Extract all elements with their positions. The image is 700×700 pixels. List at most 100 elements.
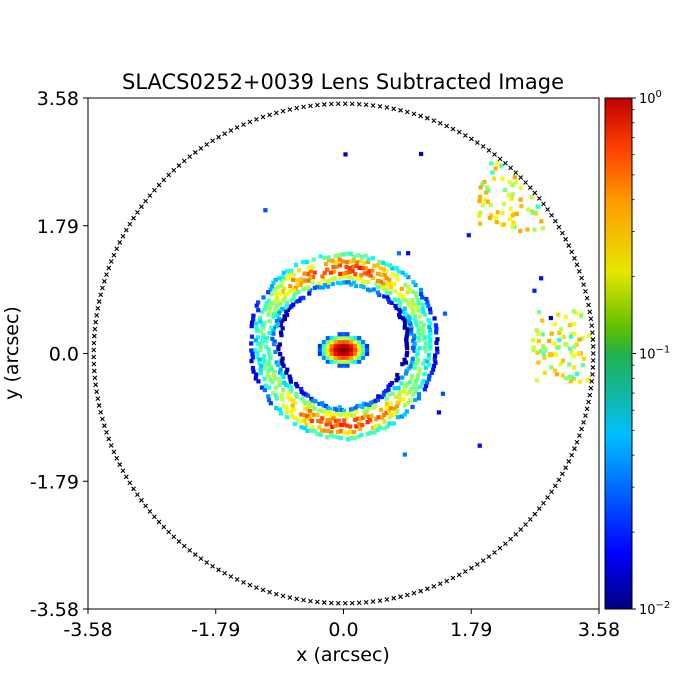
ring-pixel — [307, 404, 312, 410]
ring-pixel — [399, 414, 404, 419]
residual-pixel — [510, 213, 515, 218]
ring-pixel — [365, 272, 370, 277]
ring-pixel — [433, 360, 438, 365]
ring-pixel — [321, 277, 326, 282]
ring-pixel — [408, 328, 414, 334]
mask-marker — [503, 160, 508, 166]
core-pixel — [329, 336, 334, 341]
ring-pixel — [348, 424, 353, 429]
ring-pixel — [310, 403, 316, 408]
ring-pixel — [399, 286, 404, 291]
ring-pixel — [422, 372, 427, 377]
residual-pixel — [567, 346, 573, 351]
residual-pixel — [542, 355, 547, 360]
core-pixel — [341, 359, 346, 364]
ring-pixel — [312, 406, 317, 411]
ring-pixel — [315, 412, 320, 418]
ring-pixel — [371, 287, 376, 292]
ring-pixel — [428, 321, 433, 326]
mask-marker — [143, 198, 148, 204]
core-pixel — [325, 339, 330, 345]
ring-pixel — [427, 362, 432, 368]
ring-pixel — [396, 307, 402, 312]
mask-marker — [574, 262, 580, 268]
ring-pixel — [266, 290, 271, 295]
core-pixel — [349, 355, 354, 360]
mask-marker — [135, 492, 140, 498]
core-pixel — [317, 343, 323, 349]
ring-pixel — [410, 339, 416, 344]
ring-pixel — [431, 367, 436, 372]
mask-marker — [518, 175, 524, 180]
ring-pixel — [333, 423, 338, 429]
ring-pixel — [384, 405, 389, 411]
residual-pixel — [567, 323, 572, 328]
residual-pixel — [487, 215, 493, 221]
ring-pixel — [375, 290, 380, 295]
ring-pixel — [407, 303, 413, 308]
ring-pixel — [256, 379, 261, 384]
residual-pixel — [490, 170, 495, 175]
residual-pixel — [556, 312, 561, 317]
ring-pixel — [412, 316, 417, 321]
ring-pixel — [359, 254, 364, 259]
ring-pixel — [395, 277, 400, 282]
mask-marker — [91, 340, 97, 346]
residual-pixel — [477, 213, 482, 218]
noise-pixel — [539, 276, 544, 281]
mask-marker — [431, 583, 437, 589]
ring-pixel — [420, 295, 425, 300]
ring-pixel — [268, 355, 273, 361]
mask-marker — [267, 112, 273, 118]
residual-pixel — [510, 182, 515, 188]
mask-marker — [404, 592, 410, 598]
core-pixel — [361, 343, 366, 349]
core-pixel — [341, 339, 346, 345]
ring-pixel — [326, 258, 332, 263]
core-pixel — [333, 343, 338, 349]
ring-pixel — [384, 291, 389, 296]
ring-pixel — [418, 287, 424, 292]
core-pixel — [337, 351, 342, 356]
ring-pixel — [396, 269, 402, 274]
ring-pixel — [406, 300, 411, 306]
ring-pixel — [255, 335, 261, 340]
ring-pixel — [323, 428, 328, 433]
ring-pixel — [304, 422, 309, 427]
ring-pixel — [270, 336, 275, 341]
ring-pixel — [312, 270, 317, 275]
ring-pixel — [415, 357, 421, 362]
residual-pixel — [557, 330, 562, 336]
ring-pixel — [423, 312, 428, 317]
residual-pixel — [502, 187, 507, 193]
mask-marker — [95, 396, 101, 401]
residual-pixel — [481, 203, 486, 208]
ring-pixel — [326, 255, 331, 260]
mask-marker — [486, 554, 492, 559]
mask-marker — [437, 120, 443, 126]
ring-pixel — [403, 272, 408, 277]
ring-pixel — [320, 285, 326, 290]
mask-marker — [563, 465, 569, 471]
ring-pixel — [303, 406, 308, 411]
ring-pixel — [320, 416, 325, 421]
ring-pixel — [267, 359, 272, 364]
ring-pixel — [384, 410, 389, 415]
ring-pixel — [402, 402, 408, 408]
ring-pixel — [343, 280, 349, 285]
ring-pixel — [279, 359, 284, 364]
ring-pixel — [404, 353, 409, 358]
ring-pixel — [295, 278, 300, 283]
ring-pixel — [278, 308, 283, 314]
ring-pixel — [323, 261, 329, 266]
mask-marker — [518, 527, 524, 532]
mask-marker — [563, 236, 569, 242]
mask-marker — [566, 459, 572, 464]
residual-pixel — [478, 185, 483, 190]
ring-pixel — [313, 399, 318, 404]
ring-pixel — [406, 284, 411, 290]
mask-marker — [450, 575, 456, 581]
residual-pixel — [494, 220, 499, 225]
mask-marker — [254, 585, 259, 591]
ring-pixel — [434, 340, 439, 345]
